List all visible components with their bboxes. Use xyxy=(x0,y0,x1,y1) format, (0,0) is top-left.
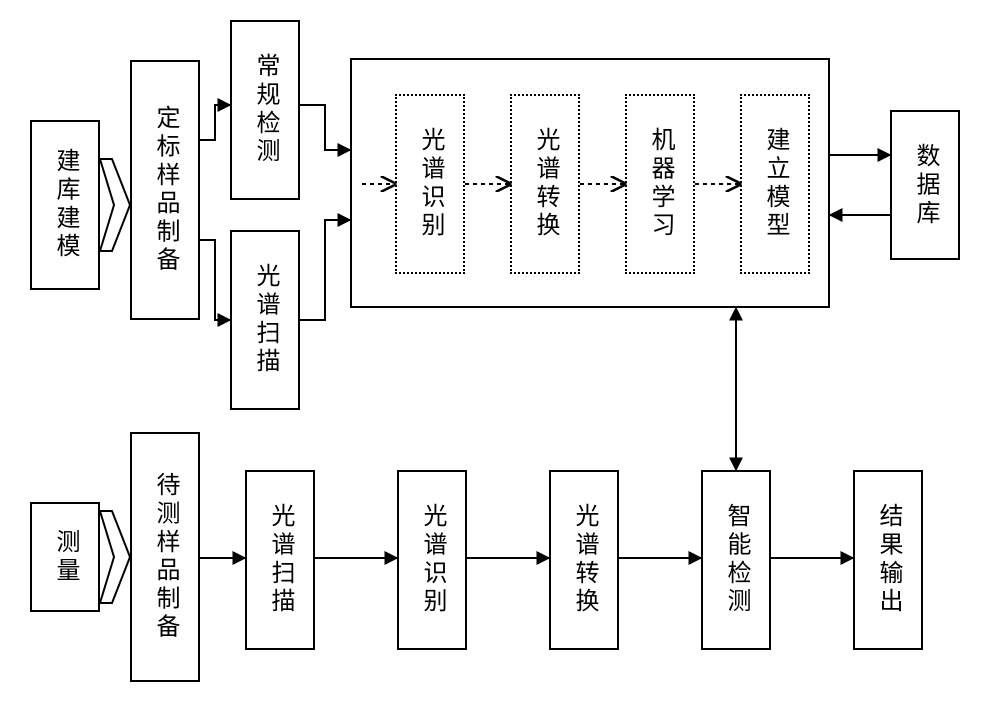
node-build-library-model: 建库建模 xyxy=(30,120,100,290)
node-label: 定标样品制备 xyxy=(150,105,180,275)
node-database: 数据库 xyxy=(890,110,960,260)
node-build-model: 建立模型 xyxy=(740,94,810,274)
node-spectrum-recognition-2: 光谱识别 xyxy=(397,470,467,650)
node-test-sample-prep: 待测样品制备 xyxy=(130,432,200,682)
node-label: 光谱转换 xyxy=(569,503,599,616)
node-label: 光谱转换 xyxy=(530,127,560,240)
node-label: 光谱识别 xyxy=(415,127,445,240)
node-label: 光谱扫描 xyxy=(250,263,280,376)
node-label: 光谱识别 xyxy=(417,503,447,616)
node-label: 建库建模 xyxy=(50,148,80,261)
node-result-output: 结果输出 xyxy=(853,470,923,650)
node-label: 机器学习 xyxy=(645,127,675,240)
node-label: 光谱扫描 xyxy=(265,503,295,616)
node-spectrum-scan: 光谱扫描 xyxy=(230,230,300,410)
node-measure: 测量 xyxy=(30,502,100,612)
node-label: 待测样品制备 xyxy=(150,472,180,642)
node-spectrum-scan-2: 光谱扫描 xyxy=(245,470,315,650)
node-spectrum-transform-2: 光谱转换 xyxy=(549,470,619,650)
node-spectrum-recognition: 光谱识别 xyxy=(395,94,465,274)
node-intelligent-detection: 智能检测 xyxy=(701,470,771,650)
node-conventional-detection: 常规检测 xyxy=(230,20,300,200)
node-label: 测量 xyxy=(50,529,80,586)
node-label: 数据库 xyxy=(910,143,940,228)
node-label: 智能检测 xyxy=(721,503,751,616)
node-spectrum-transform: 光谱转换 xyxy=(510,94,580,274)
node-machine-learning: 机器学习 xyxy=(625,94,695,274)
node-label: 常规检测 xyxy=(250,53,280,166)
node-label: 建立模型 xyxy=(760,127,790,240)
node-label: 结果输出 xyxy=(873,503,903,616)
node-calibration-sample-prep: 定标样品制备 xyxy=(130,60,200,320)
